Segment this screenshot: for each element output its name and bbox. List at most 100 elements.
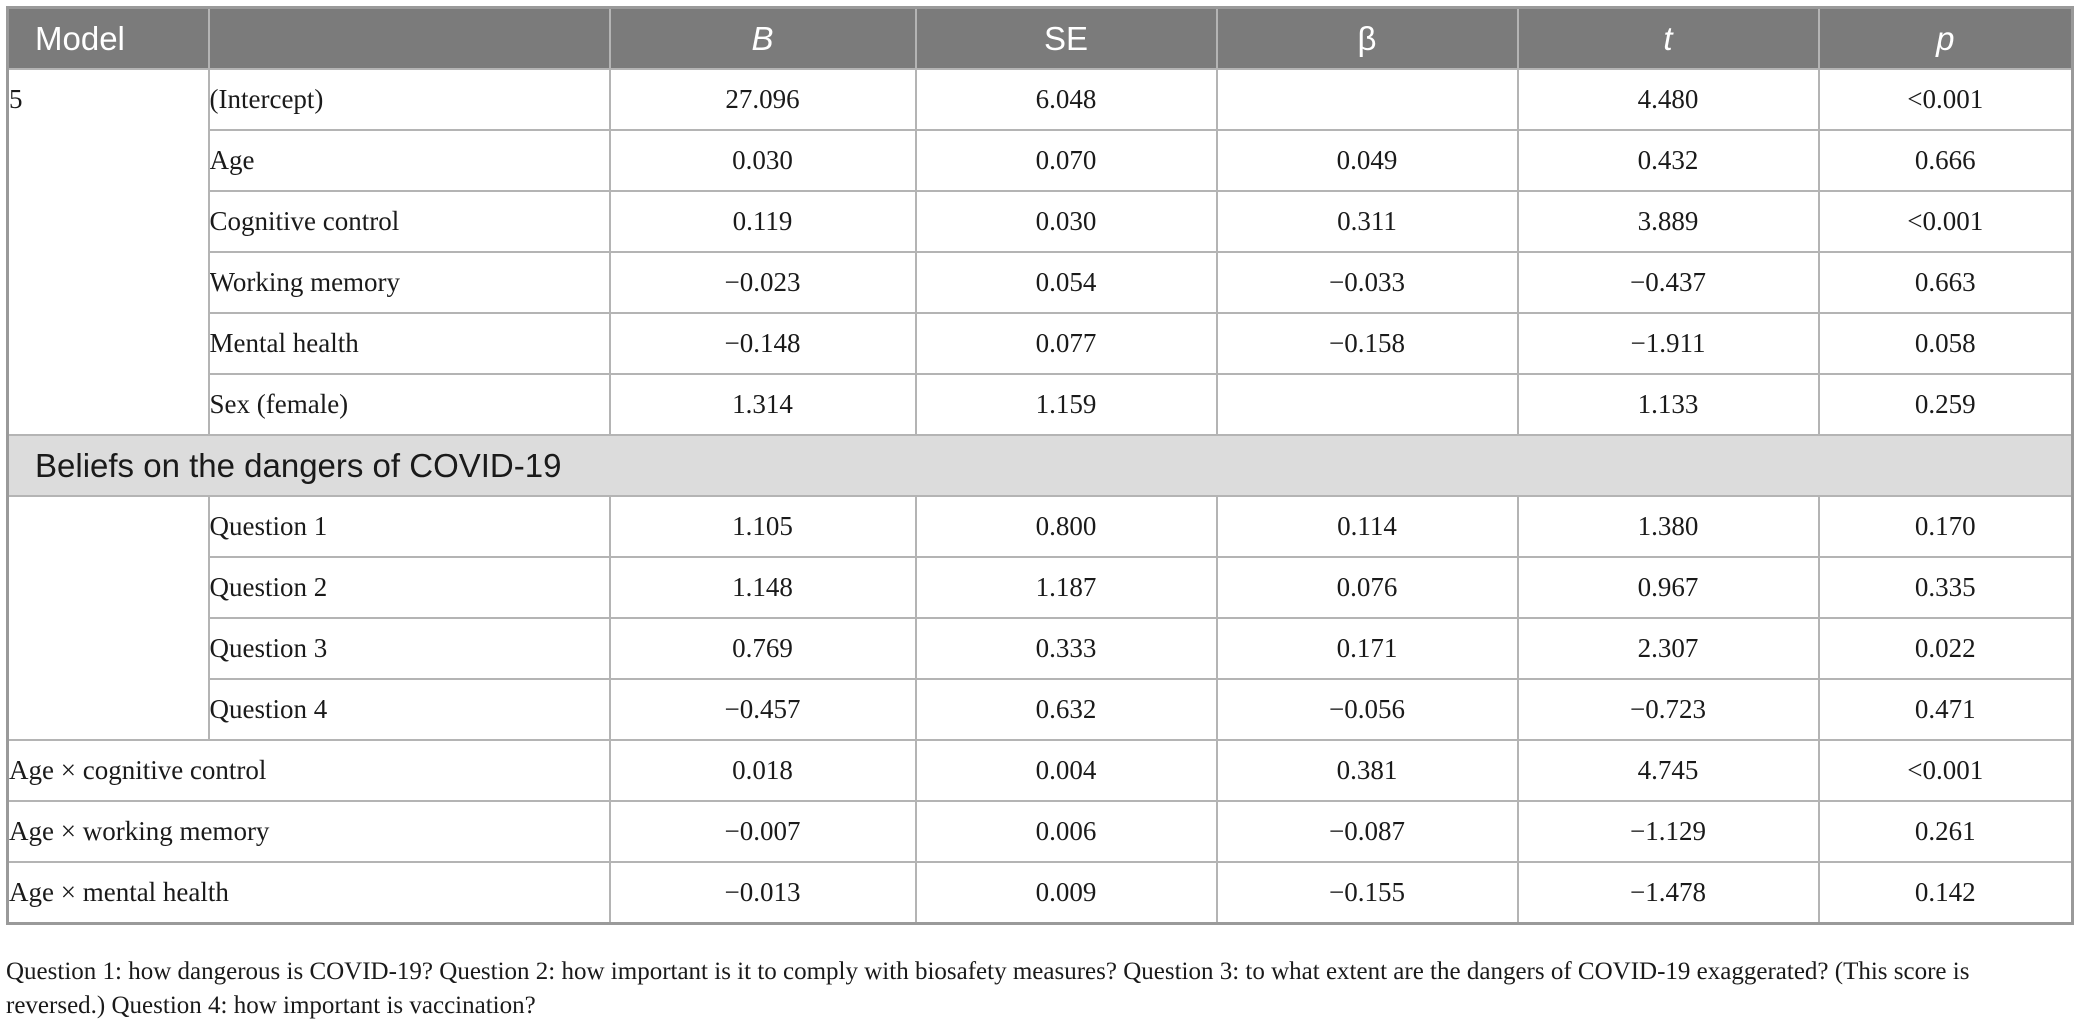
header-model: Model [6,6,210,70]
cell-b: −0.013 [608,861,917,925]
table-row: Question 2 1.148 1.187 0.076 0.967 0.335 [8,556,2074,619]
cell-t: −1.478 [1516,861,1820,925]
cell-p: 0.170 [1817,495,2074,558]
table-row: Sex (female) 1.314 1.159 1.133 0.259 [8,373,2074,436]
table-row: Age 0.030 0.070 0.049 0.432 0.666 [8,129,2074,192]
cell-b: −0.023 [608,251,917,314]
cell-t: 1.380 [1516,495,1820,558]
row-label: Question 2 [207,556,611,619]
cell-beta [1215,373,1519,436]
model-number: 5 [6,68,210,436]
cell-beta: −0.155 [1215,861,1519,925]
row-label: Age [207,129,611,192]
section-row: Beliefs on the dangers of COVID-19 [6,434,2074,497]
cell-p: 0.261 [1817,800,2074,863]
cell-se: 0.077 [914,312,1218,375]
cell-se: 0.006 [914,800,1218,863]
cell-se: 0.030 [914,190,1218,253]
cell-se: 0.009 [914,861,1218,925]
cell-b: −0.457 [608,678,917,741]
table-row: Question 4 −0.457 0.632 −0.056 −0.723 0.… [8,678,2074,741]
table-footnote: Question 1: how dangerous is COVID-19? Q… [6,958,1970,1019]
row-label: Age × working memory [6,800,611,863]
cell-t: −1.129 [1516,800,1820,863]
cell-b: 0.030 [608,129,917,192]
cell-beta: 0.311 [1215,190,1519,253]
cell-p: 0.471 [1817,678,2074,741]
cell-beta: 0.171 [1215,617,1519,680]
cell-b: −0.148 [608,312,917,375]
cell-t: −0.437 [1516,251,1820,314]
row-label: (Intercept) [207,68,611,131]
cell-p: 0.666 [1817,129,2074,192]
cell-beta: 0.381 [1215,739,1519,802]
cell-se: 0.632 [914,678,1218,741]
cell-p: <0.001 [1817,739,2074,802]
cell-t: −0.723 [1516,678,1820,741]
cell-t: 4.480 [1516,68,1820,131]
cell-se: 1.159 [914,373,1218,436]
cell-beta: −0.158 [1215,312,1519,375]
cell-t: 4.745 [1516,739,1820,802]
cell-t: 1.133 [1516,373,1820,436]
cell-beta: 0.049 [1215,129,1519,192]
row-label: Sex (female) [207,373,611,436]
table-row: Question 1 1.105 0.800 0.114 1.380 0.170 [6,495,2074,741]
cell-b: 1.314 [608,373,917,436]
cell-beta: −0.033 [1215,251,1519,314]
table-row: Age × mental health −0.013 0.009 −0.155 … [6,861,2074,925]
header-b: B [608,6,917,70]
cell-beta [1215,68,1519,131]
row-label: Cognitive control [207,190,611,253]
cell-p: <0.001 [1817,68,2074,131]
cell-beta: −0.056 [1215,678,1519,741]
section-title: Beliefs on the dangers of COVID-19 [6,434,2074,497]
table-row: Cognitive control 0.119 0.030 0.311 3.88… [8,190,2074,253]
table-row: Age × working memory −0.007 0.006 −0.087… [6,800,2074,863]
row-label: Question 4 [207,678,611,741]
cell-b: 0.018 [608,739,917,802]
table-row: 5 (Intercept) 27.096 6.048 4.480 <0.001 [6,68,2074,436]
cell-beta: −0.087 [1215,800,1519,863]
cell-p: <0.001 [1817,190,2074,253]
cell-se: 0.333 [914,617,1218,680]
cell-b: 1.105 [608,495,917,558]
cell-se: 0.004 [914,739,1218,802]
row-label: Age × cognitive control [6,739,611,802]
row-label: Question 3 [207,617,611,680]
cell-b: 0.769 [608,617,917,680]
regression-table: Model B SE β t p 5 (Intercept) 27.096 6.… [6,6,2074,925]
cell-p: 0.259 [1817,373,2074,436]
cell-p: 0.663 [1817,251,2074,314]
cell-p: 0.335 [1817,556,2074,619]
row-label: Age × mental health [6,861,611,925]
cell-beta: 0.076 [1215,556,1519,619]
cell-t: 3.889 [1516,190,1820,253]
cell-se: 6.048 [914,68,1218,131]
cell-t: 2.307 [1516,617,1820,680]
cell-p: 0.058 [1817,312,2074,375]
row-label: Working memory [207,251,611,314]
cell-p: 0.022 [1817,617,2074,680]
table-row: Age × cognitive control 0.018 0.004 0.38… [6,739,2074,802]
cell-se: 0.054 [914,251,1218,314]
cell-p: 0.142 [1817,861,2074,925]
header-beta: β [1215,6,1519,70]
cell-b: 27.096 [608,68,917,131]
cell-b: 1.148 [608,556,917,619]
cell-se: 0.070 [914,129,1218,192]
cell-t: 0.432 [1516,129,1820,192]
cell-t: 0.967 [1516,556,1820,619]
empty-model-cell [6,495,210,741]
table-row: Mental health −0.148 0.077 −0.158 −1.911… [8,312,2074,375]
header-row: Model B SE β t p [6,6,2074,70]
cell-b: −0.007 [608,800,917,863]
cell-se: 0.800 [914,495,1218,558]
row-label: Question 1 [207,495,611,558]
cell-beta: 0.114 [1215,495,1519,558]
table-row: Working memory −0.023 0.054 −0.033 −0.43… [8,251,2074,314]
cell-b: 0.119 [608,190,917,253]
cell-se: 1.187 [914,556,1218,619]
cell-t: −1.911 [1516,312,1820,375]
header-variable [207,6,611,70]
